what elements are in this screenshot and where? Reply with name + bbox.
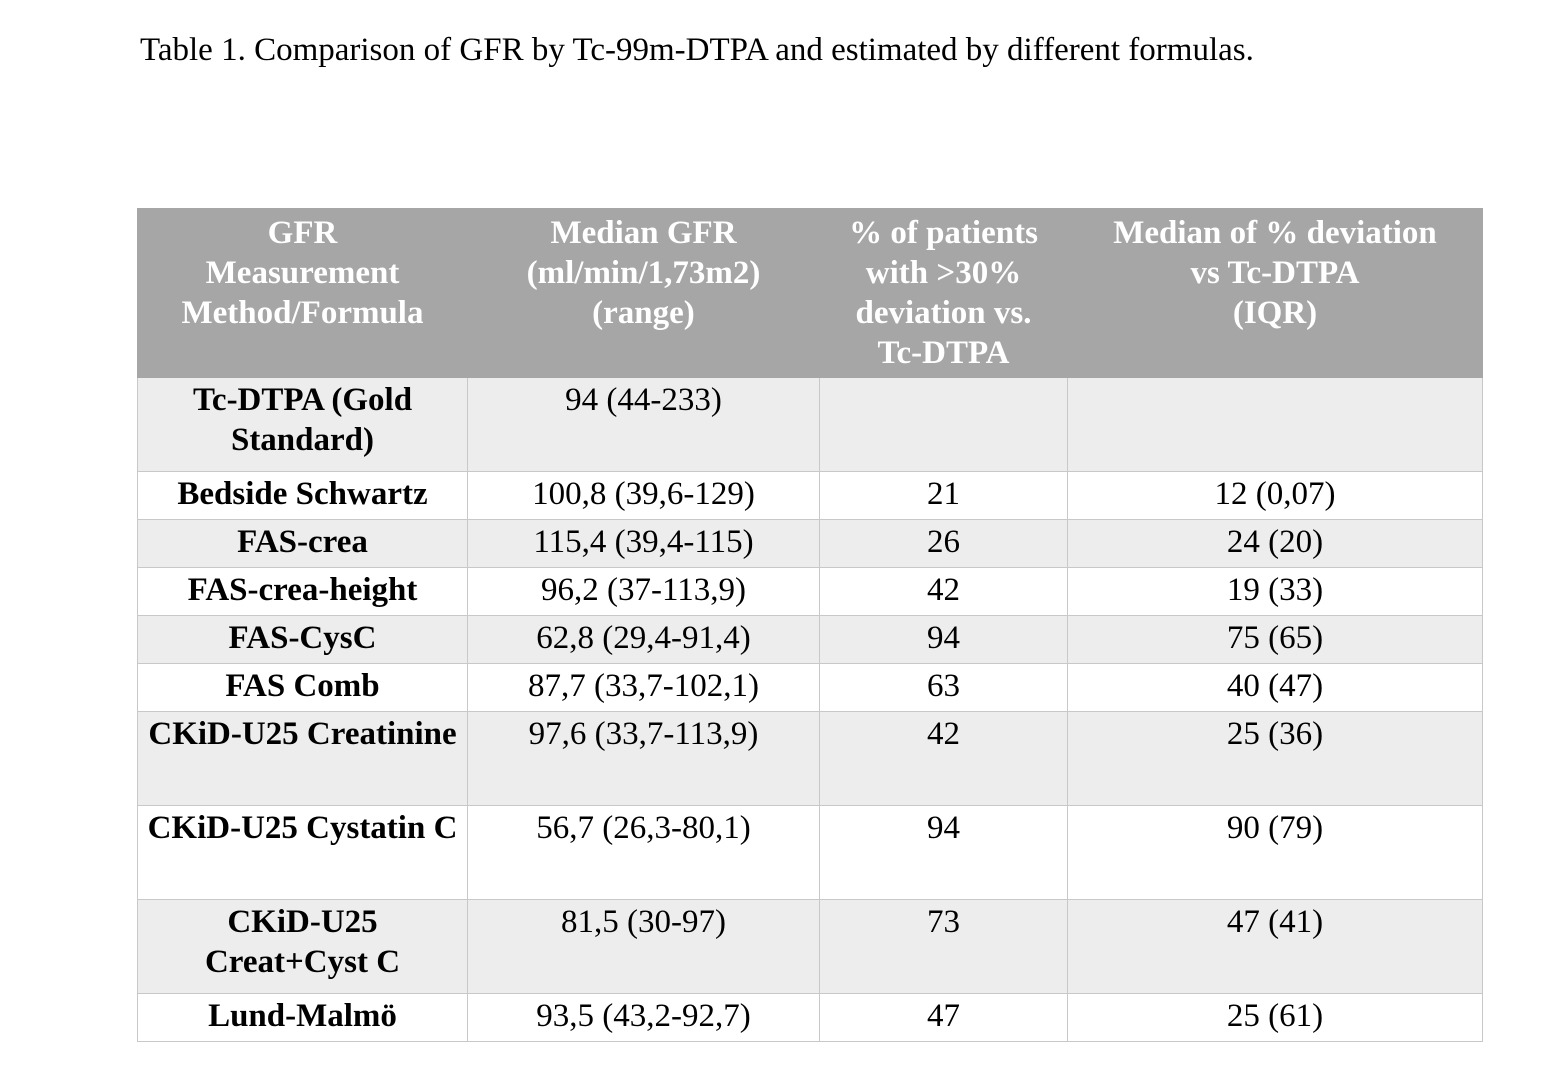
median-deviation-cell: 25 (61)	[1067, 993, 1483, 1042]
header-method: GFR Measurement Method/Formula	[137, 208, 468, 378]
table-row: FAS Comb 87,7 (33,7-102,1) 63 40 (47)	[137, 663, 1483, 712]
pct-deviation-cell: 42	[819, 711, 1068, 806]
median-gfr-cell: 81,5 (30-97)	[467, 899, 820, 994]
median-gfr-cell: 115,4 (39,4-115)	[467, 519, 820, 568]
median-gfr-cell: 96,2 (37-113,9)	[467, 567, 820, 616]
median-deviation-cell: 12 (0,07)	[1067, 471, 1483, 520]
table-row: Tc-DTPA (Gold Standard) 94 (44-233)	[137, 377, 1483, 472]
median-gfr-cell: 97,6 (33,7-113,9)	[467, 711, 820, 806]
table-row: CKiD-U25 Creatinine 97,6 (33,7-113,9) 42…	[137, 711, 1483, 806]
median-gfr-cell: 87,7 (33,7-102,1)	[467, 663, 820, 712]
table-header: GFR Measurement Method/Formula Median GF…	[137, 208, 1483, 378]
table-row: FAS-CysC 62,8 (29,4-91,4) 94 75 (65)	[137, 615, 1483, 664]
header-median-gfr-label: Median GFR (ml/min/1,73m2) (range)	[526, 215, 761, 331]
pct-deviation-cell: 26	[819, 519, 1068, 568]
median-gfr-cell: 94 (44-233)	[467, 377, 820, 472]
median-deviation-cell: 75 (65)	[1067, 615, 1483, 664]
median-gfr-cell: 93,5 (43,2-92,7)	[467, 993, 820, 1042]
pct-deviation-cell: 73	[819, 899, 1068, 994]
table-body: Tc-DTPA (Gold Standard) 94 (44-233) Beds…	[137, 377, 1483, 1042]
median-deviation-cell: 40 (47)	[1067, 663, 1483, 712]
header-pct-deviation: % of patients with >30% deviation vs. Tc…	[819, 208, 1068, 378]
gfr-comparison-table: GFR Measurement Method/Formula Median GF…	[137, 208, 1483, 1042]
median-deviation-cell: 19 (33)	[1067, 567, 1483, 616]
method-cell: Tc-DTPA (Gold Standard)	[137, 377, 468, 472]
table-row: FAS-crea 115,4 (39,4-115) 26 24 (20)	[137, 519, 1483, 568]
median-deviation-cell: 25 (36)	[1067, 711, 1483, 806]
method-cell: Bedside Schwartz	[137, 471, 468, 520]
pct-deviation-cell: 94	[819, 805, 1068, 900]
table-caption: Table 1. Comparison of GFR by Tc-99m-DTP…	[140, 32, 1254, 68]
table-row: Bedside Schwartz 100,8 (39,6-129) 21 12 …	[137, 471, 1483, 520]
table-row: FAS-crea-height 96,2 (37-113,9) 42 19 (3…	[137, 567, 1483, 616]
header-median-gfr: Median GFR (ml/min/1,73m2) (range)	[467, 208, 820, 378]
median-gfr-cell: 56,7 (26,3-80,1)	[467, 805, 820, 900]
pct-deviation-cell	[819, 377, 1068, 472]
method-cell: CKiD-U25 Creatinine	[137, 711, 468, 806]
header-median-deviation-label: Median of % deviation vs Tc-DTPA (IQR)	[1113, 215, 1437, 331]
median-deviation-cell: 47 (41)	[1067, 899, 1483, 994]
median-gfr-cell: 100,8 (39,6-129)	[467, 471, 820, 520]
header-row: GFR Measurement Method/Formula Median GF…	[137, 208, 1483, 378]
method-cell: FAS Comb	[137, 663, 468, 712]
method-cell: Lund-Malmö	[137, 993, 468, 1042]
table-row: Lund-Malmö 93,5 (43,2-92,7) 47 25 (61)	[137, 993, 1483, 1042]
median-deviation-cell: 24 (20)	[1067, 519, 1483, 568]
method-cell: FAS-CysC	[137, 615, 468, 664]
pct-deviation-cell: 21	[819, 471, 1068, 520]
pct-deviation-cell: 42	[819, 567, 1068, 616]
method-cell: CKiD-U25 Cystatin C	[137, 805, 468, 900]
median-gfr-cell: 62,8 (29,4-91,4)	[467, 615, 820, 664]
median-deviation-cell	[1067, 377, 1483, 472]
table-row: CKiD-U25 Creat+Cyst C 81,5 (30-97) 73 47…	[137, 899, 1483, 994]
median-deviation-cell: 90 (79)	[1067, 805, 1483, 900]
method-cell: FAS-crea	[137, 519, 468, 568]
pct-deviation-cell: 63	[819, 663, 1068, 712]
header-pct-deviation-label: % of patients with >30% deviation vs. Tc…	[849, 215, 1038, 371]
pct-deviation-cell: 94	[819, 615, 1068, 664]
method-cell: CKiD-U25 Creat+Cyst C	[137, 899, 468, 994]
header-median-deviation: Median of % deviation vs Tc-DTPA (IQR)	[1067, 208, 1483, 378]
pct-deviation-cell: 47	[819, 993, 1068, 1042]
header-method-label: GFR Measurement Method/Formula	[181, 215, 424, 331]
method-cell: FAS-crea-height	[137, 567, 468, 616]
table-row: CKiD-U25 Cystatin C 56,7 (26,3-80,1) 94 …	[137, 805, 1483, 900]
